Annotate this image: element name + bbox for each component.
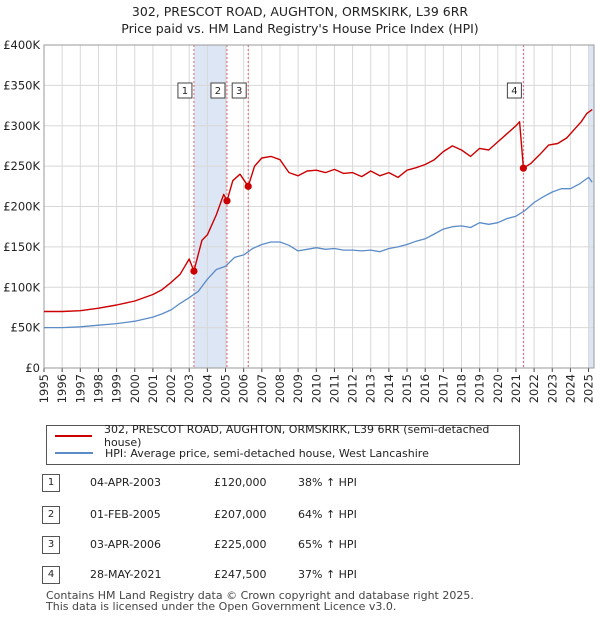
legend: 302, PRESCOT ROAD, AUGHTON, ORMSKIRK, L3… [46, 423, 520, 465]
series-line-property [44, 109, 593, 313]
sale-price: £207,000 [214, 508, 267, 521]
sale-point [519, 164, 527, 172]
x-tick-label: 2011 [327, 374, 341, 403]
x-tick-label: 2002 [164, 374, 178, 403]
y-tick-label: £250K [3, 159, 40, 173]
sale-label: 3 [236, 86, 242, 97]
x-tick-label: 2019 [473, 374, 487, 403]
footer-licence: This data is licensed under the Open Gov… [46, 600, 397, 613]
sale-point [244, 182, 252, 190]
x-tick-label: 2006 [237, 374, 251, 403]
sale-date: 03-APR-2006 [90, 538, 162, 551]
series-line-hpi [44, 176, 593, 329]
sale-number-badge: 3 [42, 536, 60, 554]
x-tick-label: 2009 [291, 374, 305, 403]
x-tick-label: 2003 [182, 374, 196, 403]
x-tick-label: 2001 [146, 374, 160, 403]
x-tick-label: 2022 [527, 374, 541, 403]
y-tick-label: £200K [3, 200, 40, 214]
x-tick-label: 2020 [491, 374, 505, 403]
y-tick-label: £0 [25, 361, 40, 375]
sale-label-box [177, 82, 193, 99]
sale-number-badge: 1 [42, 474, 60, 492]
sale-label-box [506, 82, 522, 99]
footer-copyright: Contains HM Land Registry data © Crown c… [46, 589, 474, 602]
sale-price: £120,000 [214, 476, 267, 489]
table-row: 1 04-APR-2003 £120,000 38% ↑ HPI [42, 474, 462, 492]
x-tick-label: 2007 [255, 374, 269, 403]
table-row: 3 03-APR-2006 £225,000 65% ↑ HPI [42, 536, 462, 554]
x-tick-label: 2000 [128, 374, 142, 403]
chart-title: 302, PRESCOT ROAD, AUGHTON, ORMSKIRK, L3… [131, 4, 469, 19]
x-tick-label: 1997 [73, 374, 87, 403]
x-tick-label: 2025 [582, 374, 596, 403]
y-tick-label: £300K [3, 119, 40, 133]
x-tick-label: 2013 [364, 374, 378, 403]
sale-point [223, 197, 231, 205]
sale-label: 1 [182, 86, 188, 97]
sale-label-box [210, 82, 226, 99]
x-tick-label: 2023 [545, 374, 559, 403]
x-tick-label: 1999 [110, 374, 124, 403]
sale-date: 04-APR-2003 [90, 476, 162, 489]
x-tick-label: 2014 [382, 374, 396, 403]
sale-label: 2 [215, 86, 221, 97]
x-tick-label: 2008 [273, 374, 287, 403]
table-row: 2 01-FEB-2005 £207,000 64% ↑ HPI [42, 506, 462, 524]
price-chart: £0 £50K £100K £150K £200K £250K £300K £350K £400… [3, 38, 596, 403]
plot-frame [43, 44, 595, 369]
y-tick-label: £150K [3, 240, 40, 254]
legend-line-hpi [55, 452, 93, 454]
legend-item-property: 302, PRESCOT ROAD, AUGHTON, ORMSKIRK, L3… [55, 423, 519, 449]
sale-hpi-change: 64% ↑ HPI [298, 508, 357, 521]
sale-point [190, 267, 198, 275]
x-tick-label: 2005 [219, 374, 233, 403]
y-tick-label: £350K [3, 78, 40, 92]
x-tick-label: 2024 [563, 374, 577, 403]
x-tick-label: 2016 [418, 374, 432, 403]
legend-label-property: 302, PRESCOT ROAD, AUGHTON, ORMSKIRK, L3… [103, 423, 490, 449]
sale-number-badge: 4 [42, 566, 60, 584]
x-tick-label: 2017 [436, 374, 450, 403]
legend-line-property [55, 435, 92, 437]
legend-label-hpi: HPI: Average price, semi-detached house,… [105, 446, 429, 460]
chart-subtitle: Price paid vs. HM Land Registry's House … [121, 21, 479, 36]
table-row: 4 28-MAY-2021 £247,500 37% ↑ HPI [42, 566, 462, 584]
x-tick-label: 2021 [509, 374, 523, 403]
sale-label: 4 [511, 86, 517, 97]
y-tick-label: £400K [3, 38, 40, 52]
footer: Contains HM Land Registry data © Crown c… [46, 590, 474, 612]
x-tick-label: 2004 [200, 374, 214, 403]
x-tick-label: 2015 [400, 374, 414, 403]
x-tick-label: 1996 [55, 374, 69, 403]
x-tick-label: 2018 [454, 374, 468, 403]
sale-price: £247,500 [214, 568, 267, 581]
sale-hpi-change: 38% ↑ HPI [298, 476, 357, 489]
y-tick-label: £50K [11, 321, 41, 335]
sale-date: 28-MAY-2021 [90, 568, 162, 581]
y-tick-label: £100K [3, 280, 40, 294]
x-tick-label: 2010 [309, 374, 323, 403]
sale-hpi-change: 37% ↑ HPI [298, 568, 357, 581]
sale-price: £225,000 [214, 538, 267, 551]
sale-hpi-change: 65% ↑ HPI [298, 538, 357, 551]
x-tick-label: 1998 [91, 374, 105, 403]
x-tick-label: 1995 [37, 374, 51, 403]
x-tick-label: 2012 [346, 374, 360, 403]
sale-label-box [231, 82, 247, 99]
sale-number-badge: 2 [42, 506, 60, 524]
legend-item-hpi: HPI: Average price, semi-detached house,… [55, 445, 429, 461]
sale-date: 01-FEB-2005 [90, 508, 161, 521]
